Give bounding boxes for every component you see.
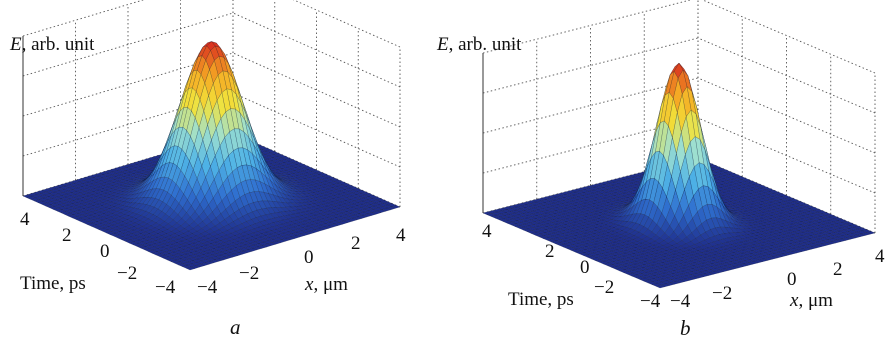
x-tick-a-0: −4	[197, 277, 218, 298]
time-tick-b-0: 4	[482, 221, 492, 242]
z-axis-label-a: E, arb. unit	[9, 34, 95, 55]
panel-label-a: a	[230, 315, 241, 338]
time-tick-a-3: −2	[117, 263, 137, 284]
x-tick-a-1: −2	[239, 263, 259, 284]
x-axis-label-b: x, μm	[789, 290, 833, 311]
x-tick-b-4: 4	[875, 246, 885, 267]
x-tick-a-2: 0	[304, 247, 314, 268]
time-tick-b-1: 2	[545, 241, 555, 262]
grid-line-a-br-z3	[232, 12, 401, 88]
grid-line-a-br-z1	[232, 92, 401, 168]
grid-line-a-bl-z4	[22, 0, 145, 37]
grid-a	[22, 0, 401, 208]
time-tick-b-2: 0	[580, 257, 590, 278]
x-tick-b-2: 0	[787, 269, 797, 290]
panel-label-b: b	[680, 316, 691, 338]
grid-line-a-br-z2	[232, 52, 401, 128]
grid-line-a-bl-z2	[22, 52, 234, 117]
x-tick-a-4: 4	[396, 225, 406, 246]
surface-a	[22, 41, 401, 271]
time-tick-b-4: −4	[640, 291, 661, 312]
time-tick-a-0: 4	[20, 209, 30, 230]
z-axis-label-b: E, arb. unit	[436, 34, 522, 55]
time-tick-a-1: 2	[62, 225, 72, 246]
surface-plot-a: E, arb. unit 4 2 0 −2 −4 Time, ps −4 −2 …	[9, 0, 406, 338]
surface-b	[482, 62, 876, 289]
grid-line-a-bl-z1	[22, 92, 234, 157]
x-tick-a-3: 2	[351, 233, 361, 254]
surface-plot-b: E, arb. unit 4 2 0 −2 −4 Time, ps −4 −2 …	[436, 0, 885, 338]
grid-line-a-br-z4	[292, 0, 401, 48]
x-axis-label-a: x, μm	[304, 274, 348, 295]
time-tick-a-4: −4	[155, 277, 176, 298]
time-tick-b-3: −2	[594, 277, 614, 298]
x-tick-b-1: −2	[712, 283, 732, 304]
time-tick-a-2: 0	[100, 241, 110, 262]
time-axis-label-b: Time, ps	[508, 289, 574, 310]
grid-line-a-bl-z3	[22, 12, 234, 77]
x-tick-b-0: −4	[670, 291, 691, 312]
time-axis-label-a: Time, ps	[20, 273, 86, 294]
x-tick-b-3: 2	[833, 259, 843, 280]
